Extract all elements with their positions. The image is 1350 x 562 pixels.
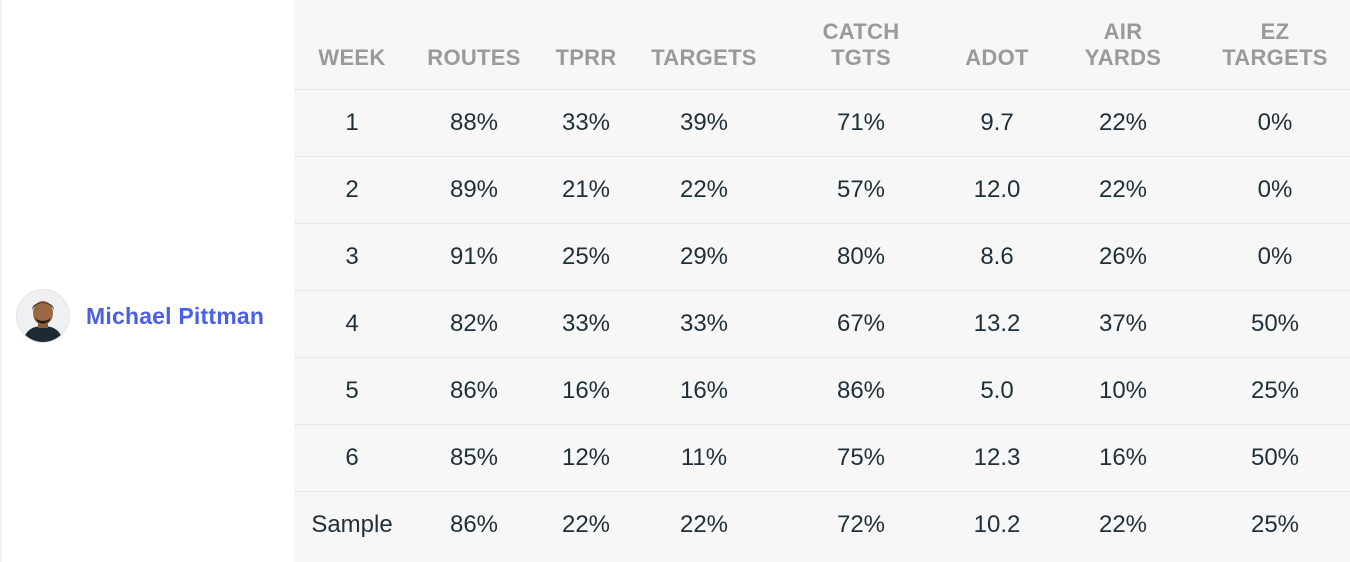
cell-week: 6 — [294, 423, 410, 491]
cell-tprr: 12% — [538, 423, 634, 491]
cell-ez-targets: 0% — [1200, 155, 1350, 223]
table-row-sample: Sample 86% 22% 22% 72% 10.2 22% 25% — [294, 490, 1350, 559]
cell-catch-tgts: 57% — [774, 155, 948, 223]
left-divider — [0, 0, 2, 562]
cell-week: 2 — [294, 155, 410, 223]
column-header-catch-tgts[interactable]: CATCH TGTS — [822, 18, 900, 70]
table-row: 5 86% 16% 16% 86% 5.0 10% 25% — [294, 356, 1350, 424]
cell-tprr: 25% — [538, 222, 634, 290]
cell-adot: 8.6 — [948, 222, 1046, 290]
cell-week: 4 — [294, 289, 410, 357]
table-row: 6 85% 12% 11% 75% 12.3 16% 50% — [294, 423, 1350, 491]
cell-adot: 12.3 — [948, 423, 1046, 491]
cell-targets: 29% — [634, 222, 774, 290]
cell-routes: 91% — [410, 222, 538, 290]
cell-ez-targets: 0% — [1200, 222, 1350, 290]
cell-air-yards: 26% — [1046, 222, 1200, 290]
table-row: 3 91% 25% 29% 80% 8.6 26% 0% — [294, 222, 1350, 290]
cell-air-yards: 16% — [1046, 423, 1200, 491]
cell-catch-tgts: 75% — [774, 423, 948, 491]
cell-targets: 11% — [634, 423, 774, 491]
column-header-ez-targets[interactable]: EZ TARGETS — [1222, 18, 1328, 70]
table-row: 2 89% 21% 22% 57% 12.0 22% 0% — [294, 155, 1350, 223]
cell-targets: 33% — [634, 289, 774, 357]
column-header-week[interactable]: WEEK — [318, 44, 386, 70]
person-icon — [17, 290, 69, 342]
cell-catch-tgts: 80% — [774, 222, 948, 290]
stats-table: WEEK ROUTES TPRR TARGETS CATCH TGTS ADOT … — [294, 0, 1350, 559]
cell-routes: 88% — [410, 88, 538, 156]
cell-routes: 86% — [410, 490, 538, 559]
cell-tprr: 33% — [538, 289, 634, 357]
cell-tprr: 22% — [538, 490, 634, 559]
cell-week: 1 — [294, 88, 410, 156]
cell-week: Sample — [294, 490, 410, 559]
cell-catch-tgts: 67% — [774, 289, 948, 357]
cell-adot: 12.0 — [948, 155, 1046, 223]
cell-adot: 5.0 — [948, 356, 1046, 424]
cell-ez-targets: 25% — [1200, 356, 1350, 424]
column-header-routes[interactable]: ROUTES — [427, 44, 521, 70]
column-header-adot[interactable]: ADOT — [965, 44, 1029, 70]
cell-air-yards: 22% — [1046, 155, 1200, 223]
column-header-air-yards[interactable]: AIR YARDS — [1084, 18, 1162, 70]
cell-week: 3 — [294, 222, 410, 290]
column-header-tprr[interactable]: TPRR — [555, 44, 617, 70]
cell-air-yards: 10% — [1046, 356, 1200, 424]
cell-routes: 86% — [410, 356, 538, 424]
cell-tprr: 33% — [538, 88, 634, 156]
cell-routes: 82% — [410, 289, 538, 357]
cell-targets: 22% — [634, 155, 774, 223]
cell-air-yards: 22% — [1046, 490, 1200, 559]
cell-air-yards: 37% — [1046, 289, 1200, 357]
cell-ez-targets: 25% — [1200, 490, 1350, 559]
column-header-targets[interactable]: TARGETS — [651, 44, 757, 70]
cell-routes: 85% — [410, 423, 538, 491]
stats-table-container: WEEK ROUTES TPRR TARGETS CATCH TGTS ADOT … — [294, 0, 1350, 562]
cell-ez-targets: 50% — [1200, 289, 1350, 357]
cell-adot: 13.2 — [948, 289, 1046, 357]
player-avatar[interactable] — [16, 289, 70, 343]
cell-targets: 39% — [634, 88, 774, 156]
cell-routes: 89% — [410, 155, 538, 223]
cell-catch-tgts: 71% — [774, 88, 948, 156]
cell-adot: 10.2 — [948, 490, 1046, 559]
table-row: 4 82% 33% 33% 67% 13.2 37% 50% — [294, 289, 1350, 357]
cell-targets: 22% — [634, 490, 774, 559]
cell-catch-tgts: 72% — [774, 490, 948, 559]
cell-ez-targets: 0% — [1200, 88, 1350, 156]
cell-tprr: 16% — [538, 356, 634, 424]
cell-adot: 9.7 — [948, 88, 1046, 156]
table-row: 1 88% 33% 39% 71% 9.7 22% 0% — [294, 88, 1350, 156]
table-header-row: WEEK ROUTES TPRR TARGETS CATCH TGTS ADOT … — [294, 0, 1350, 89]
cell-week: 5 — [294, 356, 410, 424]
player-name-link[interactable]: Michael Pittman — [86, 302, 265, 329]
cell-tprr: 21% — [538, 155, 634, 223]
player-cell: Michael Pittman — [16, 289, 264, 343]
cell-air-yards: 22% — [1046, 88, 1200, 156]
cell-catch-tgts: 86% — [774, 356, 948, 424]
cell-targets: 16% — [634, 356, 774, 424]
cell-ez-targets: 50% — [1200, 423, 1350, 491]
